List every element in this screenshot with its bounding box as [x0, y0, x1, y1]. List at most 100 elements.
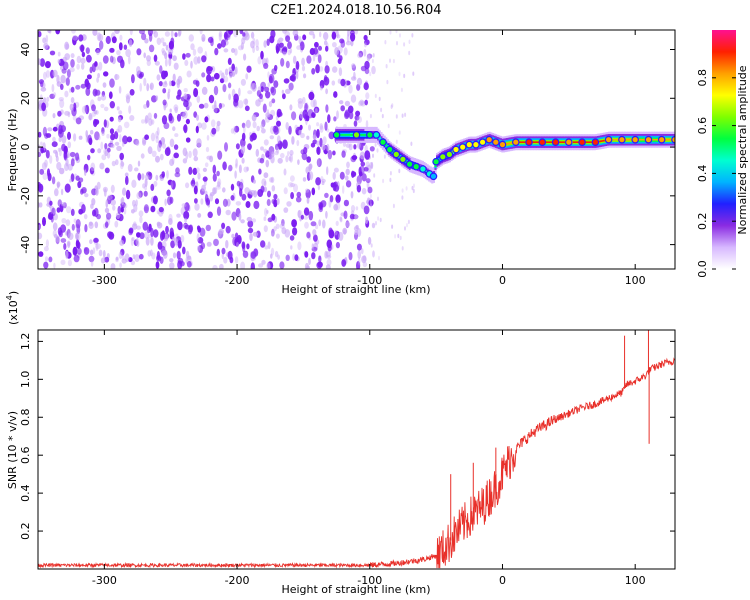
snr-xlabel: Height of straight line (km)	[281, 583, 430, 596]
noise-speckle	[291, 136, 295, 145]
noise-speckle	[245, 73, 249, 80]
noise-speckle	[95, 243, 101, 250]
noise-speckle	[340, 105, 346, 112]
noise-speckle	[357, 116, 362, 123]
noise-speckle	[147, 146, 153, 155]
noise-speckle	[237, 100, 244, 109]
noise-speckle	[185, 250, 190, 259]
noise-speckle	[38, 58, 41, 66]
noise-speckle	[343, 210, 348, 220]
noise-speckle	[336, 110, 339, 119]
y-tick-label: 40	[19, 43, 32, 57]
noise-speckle	[67, 141, 72, 149]
noise-speckle	[197, 56, 201, 64]
noise-speckle	[172, 55, 177, 62]
noise-speckle	[140, 153, 145, 159]
signal-point	[618, 135, 626, 144]
noise-speckle	[103, 148, 107, 155]
noise-speckle	[239, 30, 244, 35]
noise-speckle	[359, 99, 364, 106]
noise-speckle	[156, 127, 160, 136]
noise-speckle	[328, 131, 335, 140]
noise-speckle	[132, 254, 136, 260]
noise-speckle	[149, 84, 153, 90]
noise-speckle	[313, 135, 317, 140]
noise-speckle	[401, 113, 404, 118]
noise-speckle	[162, 42, 167, 47]
noise-speckle	[297, 98, 303, 104]
noise-speckle	[123, 121, 130, 129]
noise-speckle	[192, 48, 197, 56]
noise-speckle	[167, 48, 174, 55]
noise-speckle	[407, 219, 410, 225]
noise-speckle	[174, 32, 178, 38]
noise-speckle	[225, 225, 231, 234]
noise-speckle	[218, 228, 224, 235]
noise-speckle	[319, 123, 324, 130]
noise-speckle	[143, 77, 147, 87]
noise-speckle	[369, 162, 373, 169]
noise-speckle	[331, 80, 336, 86]
noise-speckle	[390, 104, 393, 110]
noise-speckle	[56, 182, 60, 189]
noise-speckle	[48, 256, 53, 263]
noise-speckle	[301, 152, 308, 161]
noise-speckle	[322, 219, 326, 229]
noise-speckle	[353, 226, 359, 232]
noise-speckle	[260, 146, 264, 151]
noise-speckle	[271, 213, 276, 221]
noise-speckle	[233, 125, 237, 135]
noise-speckle	[136, 66, 141, 75]
noise-speckle	[360, 65, 367, 72]
noise-speckle	[197, 237, 204, 244]
noise-speckle	[356, 243, 362, 251]
noise-speckle	[142, 221, 149, 231]
noise-speckle	[275, 143, 279, 151]
snr-frame	[37, 329, 676, 570]
noise-speckle	[125, 93, 131, 100]
noise-speckle	[143, 104, 148, 109]
signal-cell	[343, 134, 346, 136]
noise-speckle	[283, 207, 289, 213]
noise-speckle	[184, 217, 188, 223]
noise-speckle	[256, 125, 261, 132]
noise-speckle	[240, 261, 246, 269]
noise-speckle	[356, 261, 361, 269]
snr-ylabel: SNR (10 * v/v)	[6, 411, 19, 489]
noise-speckle	[97, 72, 100, 79]
noise-speckle	[117, 55, 123, 63]
noise-speckle	[241, 157, 245, 164]
noise-speckle	[115, 256, 119, 261]
noise-speckle	[116, 128, 120, 133]
noise-speckle	[153, 54, 158, 63]
noise-speckle	[143, 52, 146, 59]
noise-speckle	[259, 157, 265, 164]
noise-speckle	[217, 43, 222, 49]
noise-speckle	[144, 115, 149, 124]
noise-speckle	[146, 59, 151, 67]
noise-speckle	[258, 97, 264, 103]
noise-speckle	[344, 109, 350, 118]
noise-speckle	[330, 182, 335, 188]
noise-speckle	[199, 30, 203, 35]
signal-point	[458, 143, 467, 151]
noise-speckle	[182, 53, 186, 60]
noise-speckle	[231, 63, 235, 72]
noise-speckle	[63, 243, 67, 250]
noise-speckle	[106, 147, 111, 153]
noise-speckle	[193, 56, 199, 65]
noise-speckle	[276, 198, 280, 205]
noise-speckle	[197, 46, 203, 54]
noise-speckle	[401, 246, 404, 251]
noise-speckle	[54, 233, 58, 239]
noise-speckle	[120, 161, 125, 167]
noise-speckle	[235, 201, 242, 206]
noise-speckle	[67, 163, 73, 171]
signal-point	[332, 131, 341, 139]
noise-speckle	[70, 158, 75, 167]
signal-cell	[342, 134, 345, 136]
noise-speckle	[296, 191, 302, 198]
noise-speckle	[260, 240, 266, 248]
noise-speckle	[213, 187, 218, 195]
noise-speckle	[98, 249, 103, 257]
